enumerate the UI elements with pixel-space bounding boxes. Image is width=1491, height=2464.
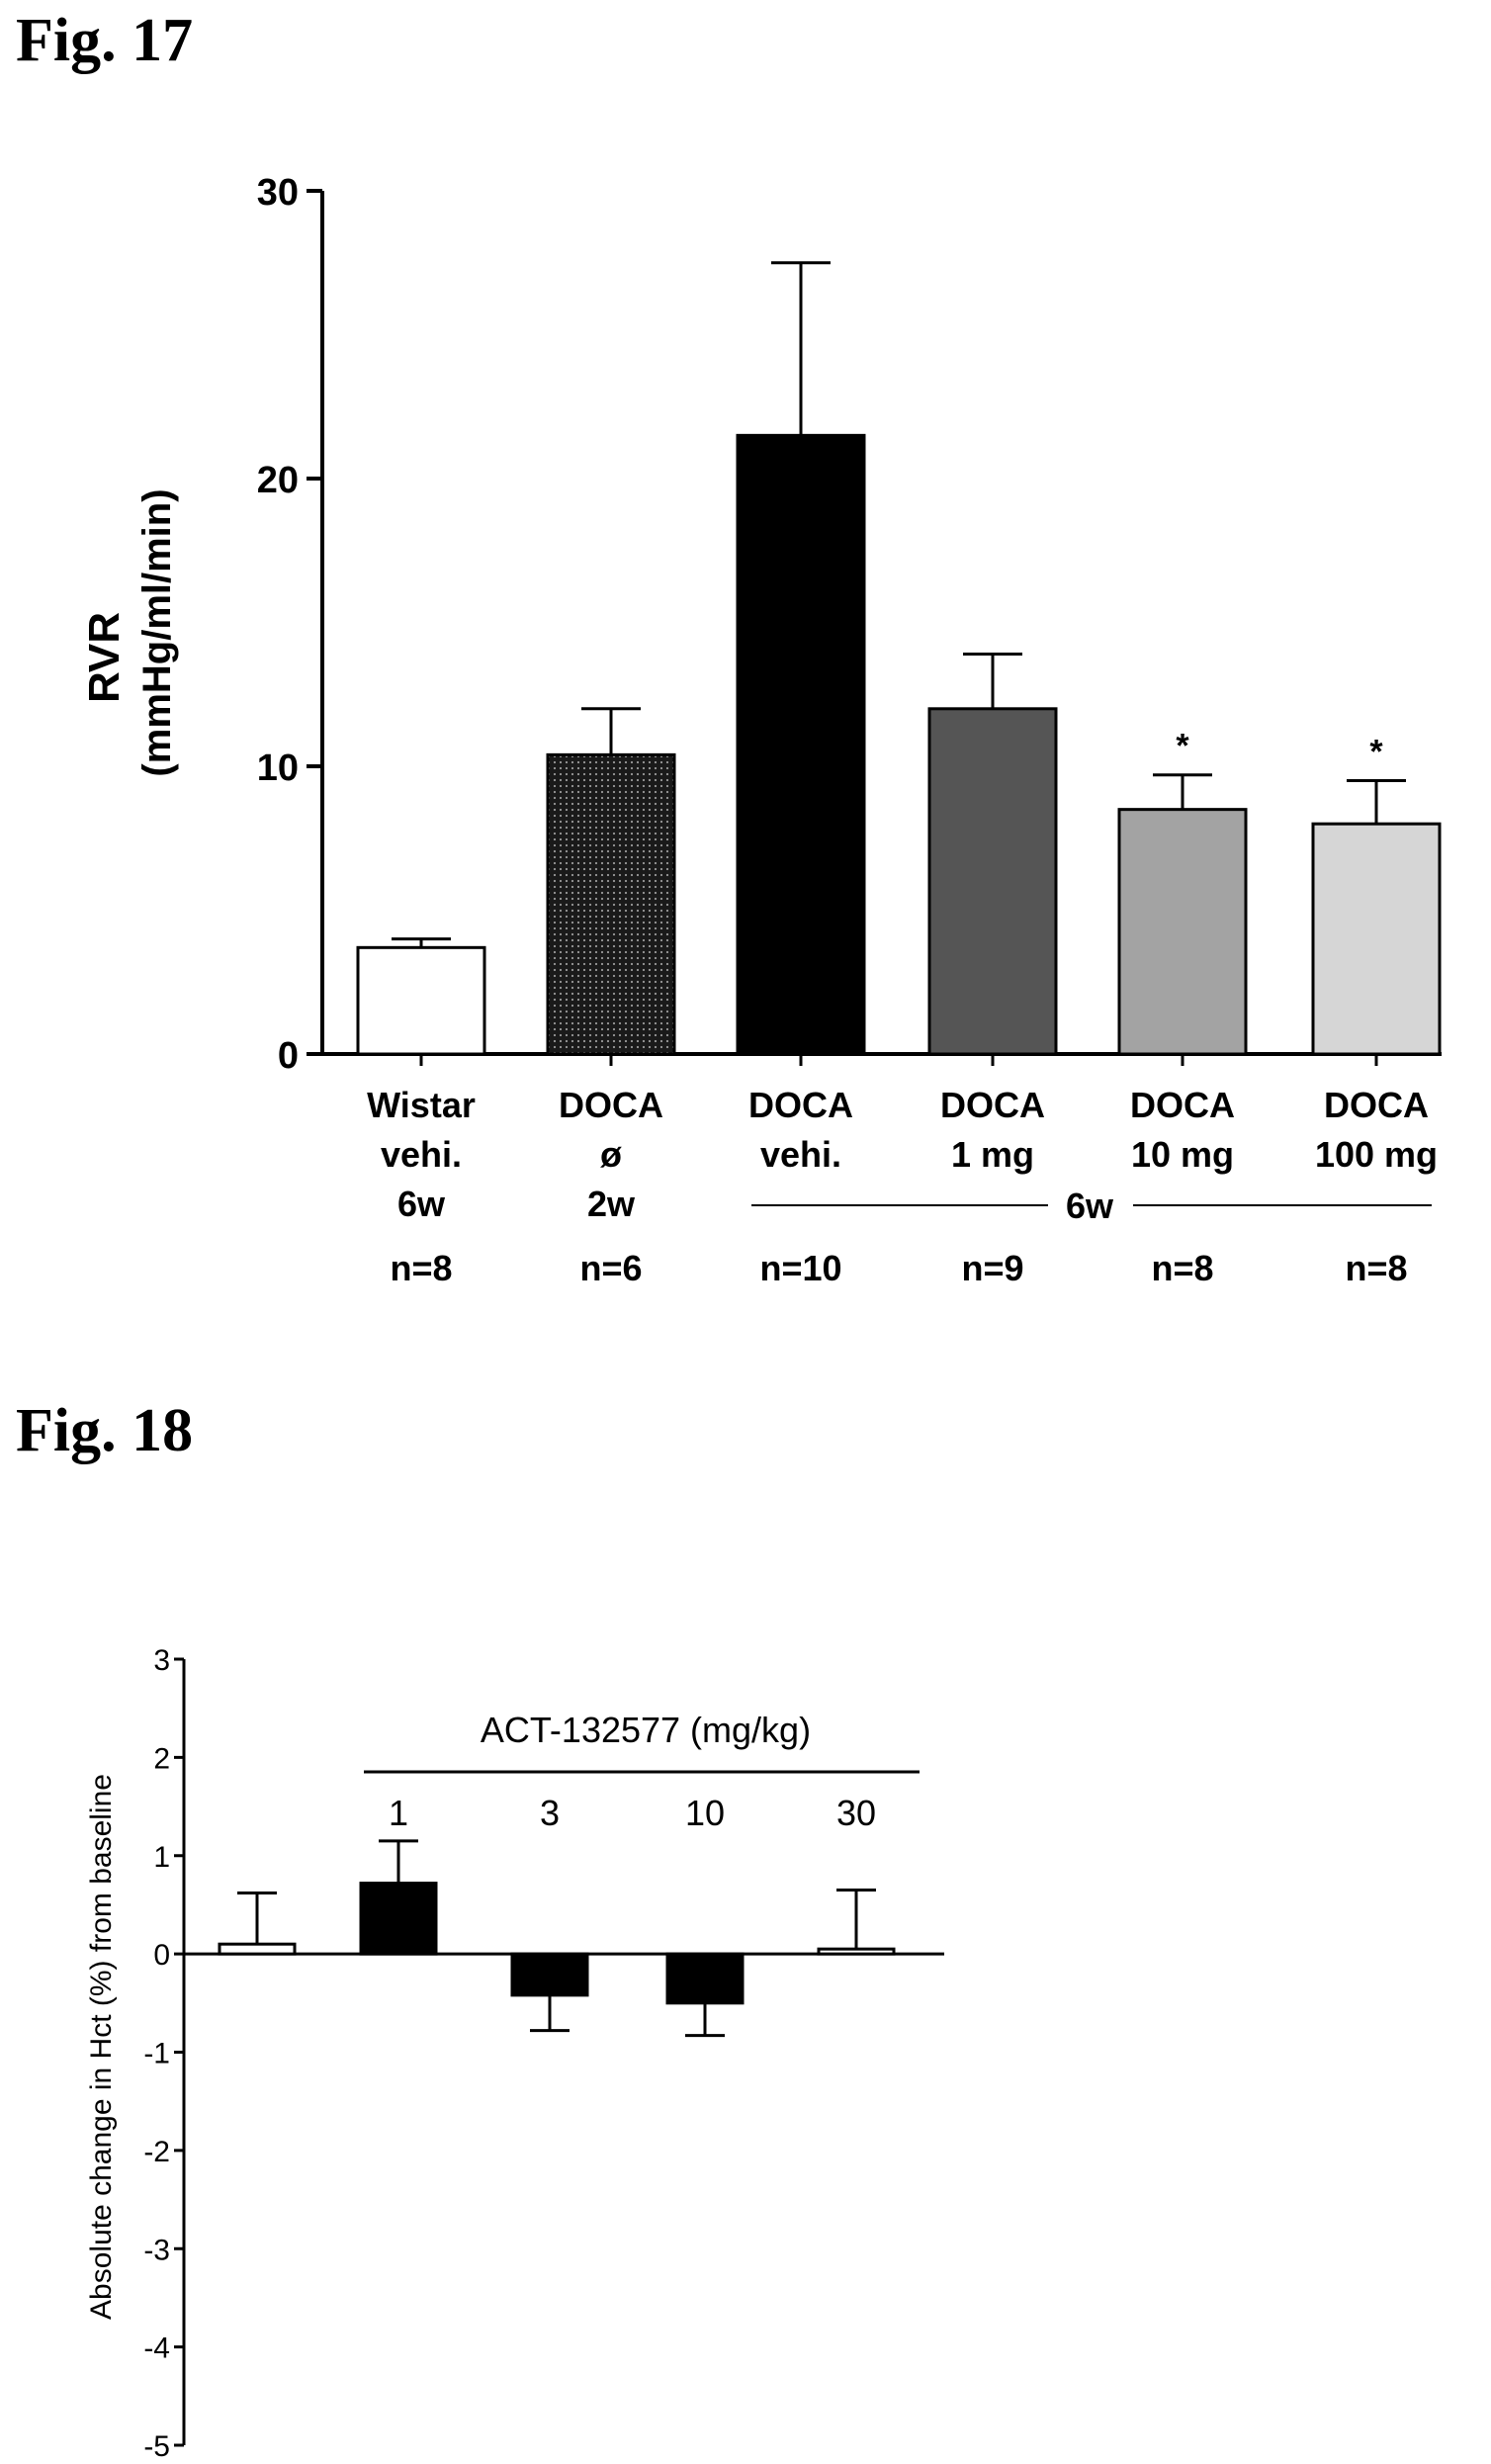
- category-label: 6w: [397, 1184, 446, 1224]
- group-label: 6w: [1066, 1186, 1114, 1226]
- group-label: ACT-132577 (mg/kg): [481, 1710, 811, 1750]
- y-tick-label: -5: [143, 2430, 170, 2463]
- y-tick-label: -1: [143, 2038, 170, 2070]
- fig17-title: Fig. 17: [16, 7, 194, 74]
- category-label: DOCA: [748, 1085, 853, 1125]
- n-label: n=10: [759, 1248, 841, 1288]
- bar: [510, 1952, 589, 1997]
- category-label: vehi.: [381, 1134, 462, 1175]
- y-tick-label: 3: [153, 1644, 170, 1677]
- category-label: DOCA: [1130, 1085, 1235, 1125]
- category-label: ø: [600, 1134, 622, 1175]
- category-label: DOCA: [940, 1085, 1045, 1125]
- significance-mark: *: [1176, 728, 1189, 765]
- category-label: 10: [685, 1793, 725, 1833]
- category-label: 10 mg: [1131, 1134, 1234, 1175]
- category-label: 30: [836, 1793, 876, 1833]
- y-tick-label: 2: [153, 1742, 170, 1775]
- bar: [359, 1882, 438, 1956]
- bar: [546, 752, 676, 1056]
- category-label: DOCA: [1324, 1085, 1429, 1125]
- bar: [817, 1947, 896, 1956]
- bar: [736, 433, 866, 1056]
- n-label: n=8: [1345, 1248, 1407, 1288]
- y-tick-label: 20: [257, 460, 299, 501]
- y-tick-label: 0: [153, 1939, 170, 1972]
- category-label: 2w: [587, 1184, 636, 1224]
- n-label: n=8: [1151, 1248, 1213, 1288]
- category-label: 3: [540, 1793, 560, 1833]
- y-axis-label: Absolute change in Hct (%) from baseline: [85, 1774, 118, 2320]
- n-label: n=6: [579, 1248, 642, 1288]
- y-axis-label: RVR: [80, 612, 129, 703]
- bar: [1311, 822, 1442, 1056]
- bar: [1117, 808, 1248, 1056]
- y-tick-label: -3: [143, 2234, 170, 2266]
- n-label: n=9: [961, 1248, 1023, 1288]
- category-label: vehi.: [760, 1134, 841, 1175]
- y-tick-label: 30: [257, 172, 299, 214]
- y-tick-label: 0: [278, 1035, 299, 1077]
- significance-mark: *: [1369, 734, 1383, 771]
- bar: [665, 1952, 745, 2005]
- y-tick-label: 1: [153, 1841, 170, 1874]
- category-label: 100 mg: [1315, 1134, 1438, 1175]
- bar: [218, 1942, 297, 1956]
- category-label: 1 mg: [951, 1134, 1034, 1175]
- category-label: Wistar: [367, 1085, 476, 1125]
- fig18-title: Fig. 18: [16, 1397, 194, 1464]
- category-label: DOCA: [559, 1085, 663, 1125]
- y-axis-unit: (mmHg/ml/min): [135, 488, 179, 776]
- y-tick-label: -2: [143, 2136, 170, 2168]
- rvr-bar-chart: 0 10 20 30 RVR (mmHg/ml/min) Wistar vehi. 6w n=8 D…: [80, 172, 1442, 1288]
- y-tick-label: 10: [257, 748, 299, 789]
- y-tick-label: -4: [143, 2332, 170, 2365]
- bar: [927, 707, 1058, 1056]
- category-label: 1: [389, 1793, 408, 1833]
- n-label: n=8: [390, 1248, 452, 1288]
